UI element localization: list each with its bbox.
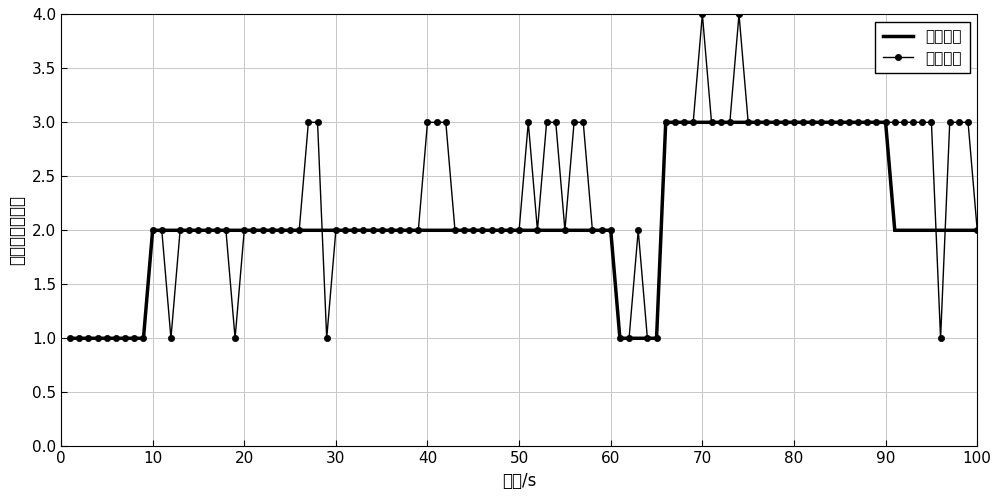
估计数目 (531, 227, 543, 233)
估计数目 (971, 227, 983, 233)
Line: 估计数目: 估计数目 (67, 11, 980, 342)
Line: 真实数目: 真实数目 (70, 123, 977, 338)
真实数目 (137, 335, 149, 341)
真实数目 (605, 227, 617, 233)
Y-axis label: 局部放电点数目: 局部放电点数目 (8, 195, 26, 265)
真实数目 (64, 335, 76, 341)
估计数目 (238, 227, 250, 233)
X-axis label: 时间/s: 时间/s (502, 472, 536, 490)
真实数目 (889, 227, 901, 233)
真实数目 (971, 227, 983, 233)
真实数目 (147, 227, 159, 233)
估计数目 (64, 335, 76, 341)
估计数目 (935, 335, 947, 341)
Legend: 真实数目, 估计数目: 真实数目, 估计数目 (875, 22, 970, 73)
真实数目 (660, 120, 672, 125)
估计数目 (907, 120, 919, 125)
估计数目 (275, 227, 287, 233)
真实数目 (614, 335, 626, 341)
估计数目 (696, 11, 708, 17)
真实数目 (651, 335, 663, 341)
真实数目 (880, 120, 892, 125)
估计数目 (605, 227, 617, 233)
